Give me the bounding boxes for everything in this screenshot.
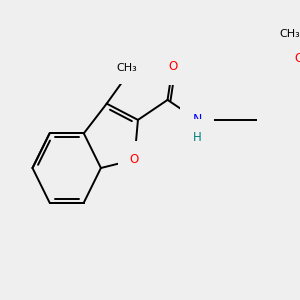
Text: CH₃: CH₃ [116, 63, 137, 73]
Text: N: N [193, 113, 202, 126]
Text: CH₃: CH₃ [279, 29, 300, 40]
Text: H: H [193, 131, 202, 144]
Text: O: O [168, 60, 177, 73]
Text: O: O [295, 52, 300, 65]
Text: O: O [130, 153, 139, 166]
